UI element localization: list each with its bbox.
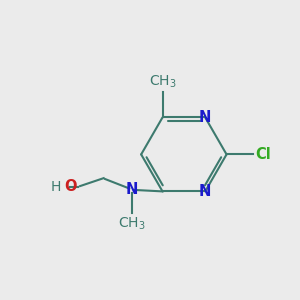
Text: O: O — [64, 179, 77, 194]
Text: Cl: Cl — [255, 147, 271, 162]
Text: N: N — [199, 110, 211, 125]
Text: H: H — [51, 180, 61, 194]
Text: N: N — [125, 182, 138, 197]
Text: N: N — [199, 184, 211, 199]
Text: CH$_3$: CH$_3$ — [118, 215, 146, 232]
Text: CH$_3$: CH$_3$ — [149, 74, 176, 90]
